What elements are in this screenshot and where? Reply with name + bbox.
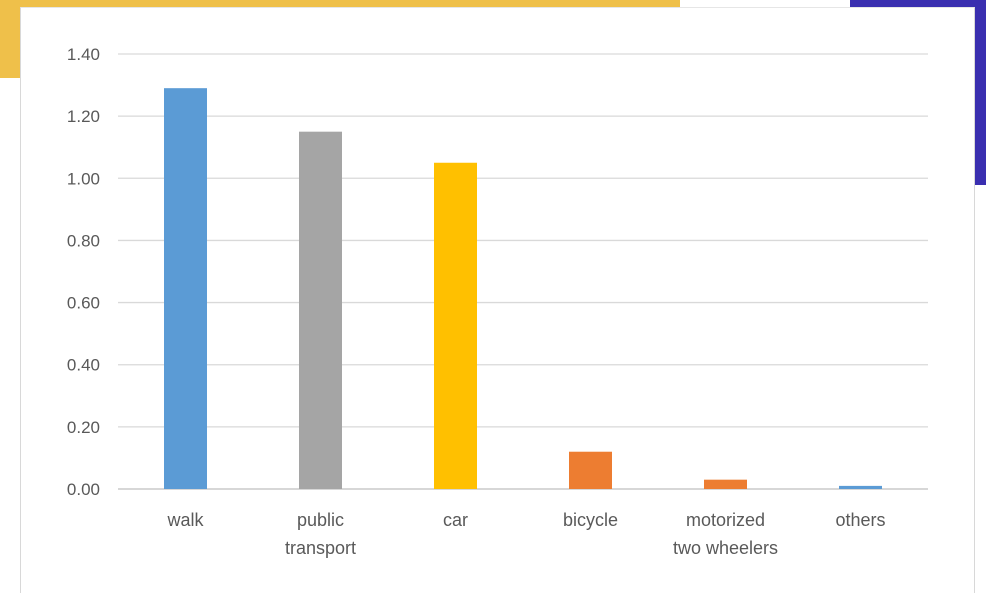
bar [569, 451, 612, 489]
x-category-label: public [297, 510, 344, 530]
y-axis: 0.00 0.20 0.40 0.60 0.80 1.00 1.20 1.40 [67, 45, 100, 499]
y-tick-label: 0.60 [67, 294, 100, 313]
x-category-label: car [443, 510, 468, 530]
y-tick-label: 0.40 [67, 356, 100, 375]
y-tick-label: 1.40 [67, 45, 100, 64]
bar [839, 485, 882, 489]
bar [299, 131, 342, 489]
x-category-label: transport [285, 538, 356, 558]
x-category-label: walk [166, 510, 204, 530]
x-category-label: bicycle [563, 510, 618, 530]
bar [704, 479, 747, 489]
bar [434, 162, 477, 489]
x-category-label: two wheelers [673, 538, 778, 558]
gridlines [118, 53, 928, 490]
bar [164, 88, 207, 489]
x-category-label: others [835, 510, 885, 530]
y-tick-label: 0.00 [67, 480, 100, 499]
x-category-label: motorized [686, 510, 765, 530]
bars [164, 88, 882, 489]
y-tick-label: 0.20 [67, 418, 100, 437]
y-tick-label: 1.00 [67, 169, 100, 188]
y-tick-label: 1.20 [67, 107, 100, 126]
y-tick-label: 0.80 [67, 231, 100, 250]
x-axis: walk public transport car bicycle motorized tw… [166, 510, 885, 558]
